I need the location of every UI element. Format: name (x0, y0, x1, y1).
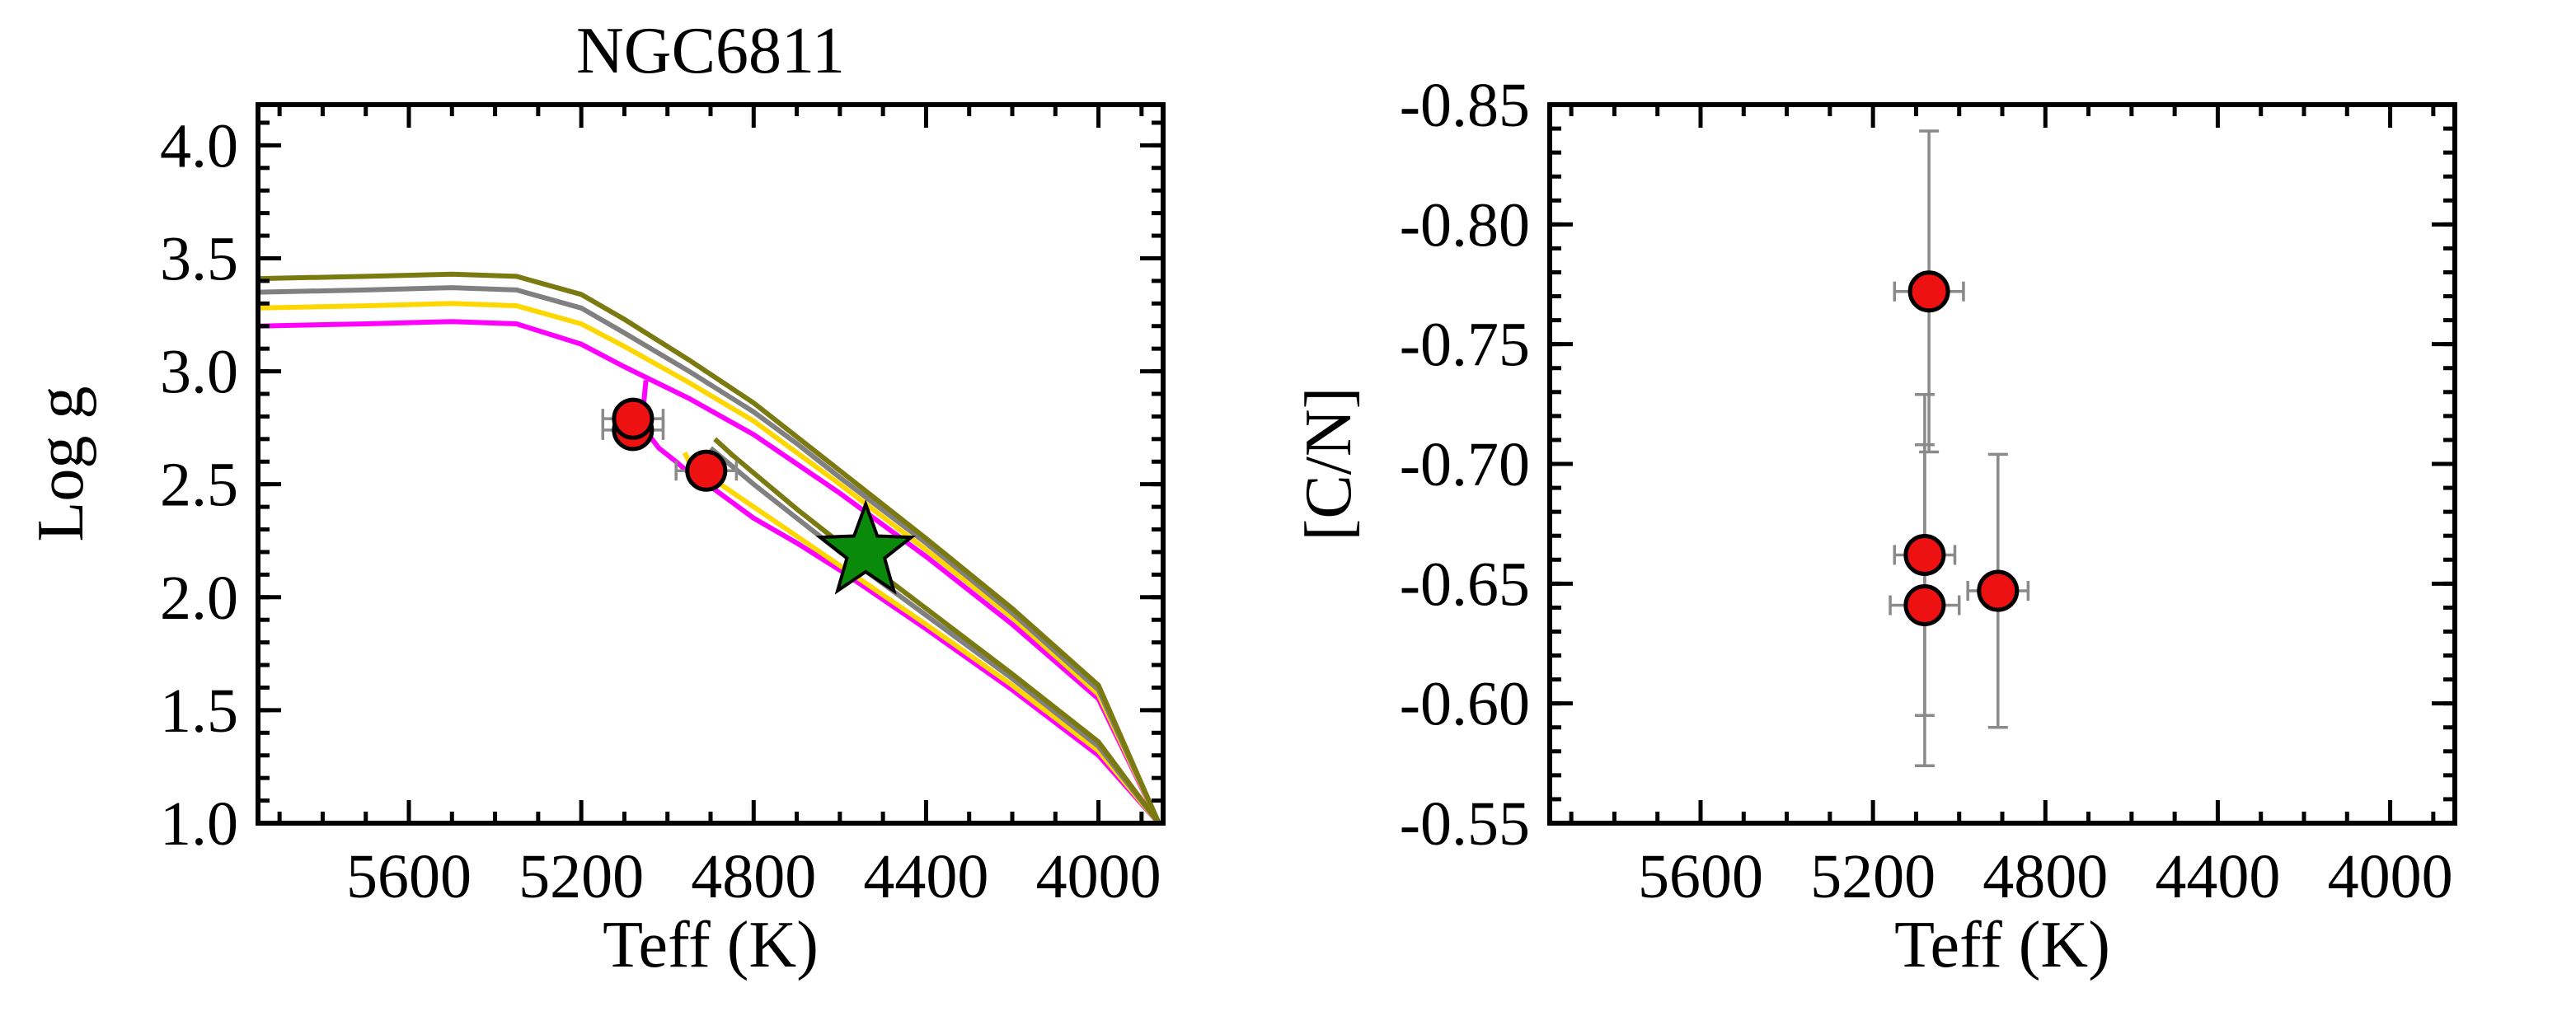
x-tick-label: 5200 (518, 842, 644, 911)
y-tick-label: 4.0 (160, 111, 238, 180)
isochrone-line (258, 319, 1161, 823)
x-tick-label: 4800 (1982, 842, 2108, 911)
y-tick-label: -0.80 (1400, 190, 1530, 260)
right-y-axis-label: [C/N] (1293, 387, 1365, 541)
data-point (1903, 533, 1946, 576)
x-tick-label: 5600 (1638, 842, 1763, 911)
data-point (1903, 583, 1946, 626)
isochrone-line (258, 285, 1161, 823)
x-tick-label: 4000 (2328, 842, 2453, 911)
star-marker (815, 499, 916, 595)
left-plot-area (258, 271, 1161, 823)
x-tick-label: 4000 (1036, 842, 1161, 911)
y-tick-label: -0.70 (1400, 430, 1530, 499)
isochrone-line (258, 271, 1161, 823)
y-tick-label: -0.60 (1400, 670, 1530, 739)
y-tick-label: -0.85 (1400, 71, 1530, 140)
right-ticks: 5600 5200 4800 4400 4000 -0.55 -0.60 -0.65 -0.70… (1400, 71, 2455, 911)
x-tick-label: 4800 (691, 842, 816, 911)
left-ticks: 5600 5200 4800 4400 4000 1.0 1.5 2.0 2.5 3.0 3.5 4.… (160, 105, 1163, 911)
y-tick-label: -0.55 (1400, 789, 1530, 859)
right-plot-area (1889, 129, 2030, 767)
x-tick-label: 4400 (863, 842, 988, 911)
y-tick-label: 1.0 (160, 789, 238, 859)
data-point (685, 449, 728, 492)
data-point (1907, 270, 1950, 313)
x-tick-label: 5600 (346, 842, 472, 911)
y-tick-label: 3.0 (160, 338, 238, 407)
isochrone-branch (639, 380, 1161, 823)
y-tick-label: 2.5 (160, 451, 238, 520)
cn-panel: 5600 5200 4800 4400 4000 -0.55 -0.60 -0.65 -0.70… (1293, 71, 2457, 981)
data-point (1977, 569, 2020, 612)
left-y-axis-label: Log g (25, 386, 97, 542)
log-g-panel: NGC6811 5600 5200 4800 4400 4000 1.0 1.5 2.0 2.5… (25, 15, 1166, 981)
chart-title: NGC6811 (576, 15, 845, 87)
left-x-axis-label: Teff (K) (603, 909, 819, 981)
y-tick-label: -0.75 (1400, 311, 1530, 380)
right-axes-frame (1547, 102, 2457, 826)
data-point (612, 397, 655, 440)
isochrones (258, 271, 1161, 823)
isochrone-line (258, 301, 1161, 823)
y-tick-label: 1.5 (160, 677, 238, 746)
y-tick-label: 2.0 (160, 564, 238, 633)
right-x-axis-label: Teff (K) (1894, 909, 2110, 981)
isochrone-branch (682, 451, 1161, 823)
x-tick-label: 4400 (2155, 842, 2280, 911)
x-tick-label: 5200 (1810, 842, 1936, 911)
y-tick-label: -0.65 (1400, 550, 1530, 619)
y-tick-label: 3.5 (160, 224, 238, 293)
